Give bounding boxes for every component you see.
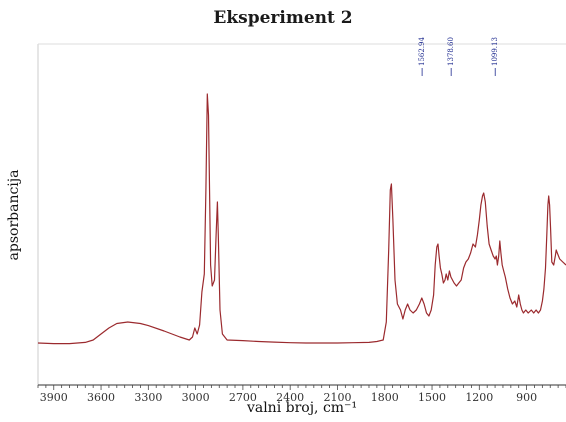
spectrum-line <box>37 93 566 345</box>
peak-label: 1378.60 <box>447 37 455 66</box>
x-tick-label: 3900 <box>40 391 68 404</box>
x-tick-label: 2100 <box>323 391 351 404</box>
peak-markers: 1562.94 1378.60 1099.13 <box>418 37 499 76</box>
x-tick-label: 900 <box>516 391 537 404</box>
x-tick-label: 2700 <box>229 391 257 404</box>
peak-label: 1562.94 <box>418 37 426 66</box>
plot-frame <box>37 43 566 386</box>
x-tick-label: 1200 <box>465 391 493 404</box>
x-tick-label: 3000 <box>182 391 210 404</box>
peak-label: 1099.13 <box>491 37 499 66</box>
x-tick-label: 2400 <box>276 391 304 404</box>
chart-title: Eksperiment 2 <box>213 8 353 28</box>
x-axis-ticks: 3900 3600 3300 3000 2700 2400 2100 1800 1500 1200… <box>37 385 566 404</box>
x-tick-label: 3600 <box>87 391 115 404</box>
x-tick-label: 1800 <box>371 391 399 404</box>
x-tick-label: 3300 <box>134 391 162 404</box>
x-axis-label: valni broj, cm⁻¹ <box>246 400 358 416</box>
series-layer <box>37 93 566 345</box>
x-tick-label: 1500 <box>418 391 446 404</box>
